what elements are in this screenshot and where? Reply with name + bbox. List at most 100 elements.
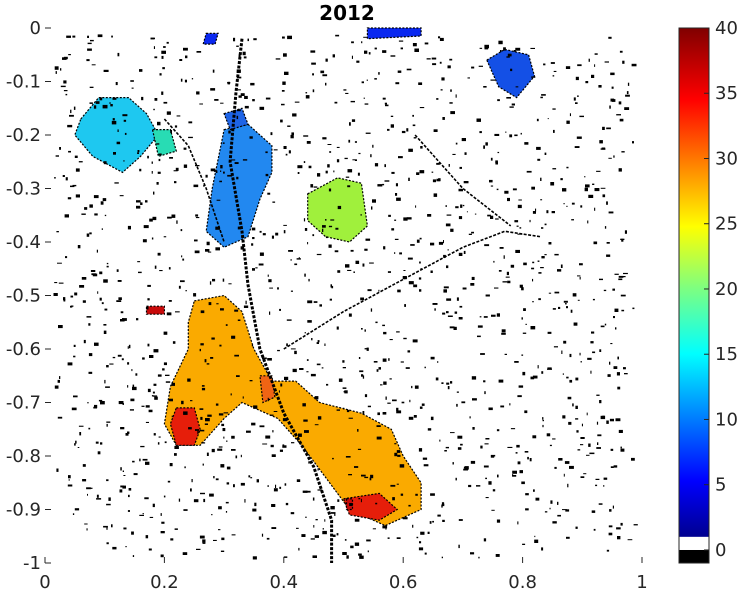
speckle — [503, 255, 505, 259]
speckle — [267, 485, 269, 487]
speckle — [222, 278, 225, 282]
speckle — [88, 427, 91, 430]
speckle — [552, 168, 557, 170]
speckle — [193, 499, 199, 503]
speckle — [130, 80, 134, 82]
speckle — [443, 286, 449, 289]
speckle — [344, 539, 347, 541]
speckle — [272, 430, 274, 433]
speckle — [79, 285, 85, 288]
speckle — [200, 343, 204, 346]
speckle — [540, 96, 543, 99]
speckle — [284, 376, 289, 381]
speckle — [68, 479, 70, 481]
speckle — [540, 199, 543, 201]
speckle — [579, 352, 581, 356]
speckle — [474, 213, 477, 215]
speckle — [490, 79, 496, 81]
speckle — [472, 427, 475, 430]
speckle — [360, 214, 362, 216]
speckle — [183, 509, 188, 511]
speckle — [415, 205, 417, 208]
speckle — [262, 233, 266, 236]
speckle — [454, 311, 458, 314]
speckle — [456, 403, 458, 407]
speckle — [65, 177, 68, 181]
speckle — [610, 98, 615, 102]
speckle — [459, 166, 462, 169]
speckle — [117, 129, 119, 132]
speckle — [70, 185, 75, 188]
speckle — [286, 343, 288, 347]
speckle — [269, 287, 273, 289]
speckle — [196, 51, 202, 53]
speckle — [207, 251, 212, 253]
speckle — [160, 513, 162, 516]
speckle — [385, 396, 387, 400]
speckle — [458, 216, 463, 220]
speckle — [181, 255, 183, 258]
speckle — [432, 520, 434, 523]
speckle — [458, 252, 463, 256]
speckle — [82, 464, 86, 467]
speckle — [265, 151, 268, 154]
speckle — [204, 359, 207, 363]
speckle — [337, 205, 342, 210]
speckle — [253, 38, 257, 41]
speckle — [314, 424, 319, 426]
speckle — [485, 497, 489, 499]
speckle — [154, 98, 158, 101]
speckle — [78, 425, 84, 427]
speckle — [607, 374, 611, 377]
speckle — [283, 230, 286, 234]
speckle — [566, 536, 570, 539]
speckle — [388, 214, 391, 217]
speckle — [144, 497, 149, 500]
speckle — [236, 176, 239, 180]
speckle — [308, 278, 310, 282]
speckle — [191, 78, 194, 80]
speckle — [194, 239, 198, 242]
speckle — [251, 422, 256, 426]
speckle — [442, 312, 446, 315]
speckle — [294, 101, 300, 103]
speckle — [234, 309, 239, 312]
speckle — [455, 206, 459, 209]
speckle — [271, 527, 277, 529]
speckle — [441, 504, 443, 508]
speckle — [200, 416, 203, 420]
speckle — [240, 482, 245, 486]
speckle — [281, 90, 285, 92]
speckle — [348, 313, 352, 317]
speckle — [86, 487, 91, 490]
speckle — [149, 355, 154, 358]
speckle — [282, 36, 285, 39]
speckle — [348, 139, 351, 143]
speckle — [507, 197, 510, 202]
speckle — [362, 411, 365, 415]
speckle — [87, 35, 89, 38]
speckle — [477, 335, 481, 338]
speckle — [88, 323, 91, 326]
speckle — [372, 199, 376, 203]
speckle — [361, 328, 363, 330]
speckle — [495, 554, 500, 557]
speckle — [557, 269, 562, 272]
speckle — [145, 200, 148, 203]
speckle — [571, 219, 574, 221]
speckle — [483, 465, 489, 468]
speckle — [450, 111, 455, 115]
speckle — [87, 493, 88, 496]
speckle — [131, 531, 134, 535]
speckle — [130, 398, 135, 402]
speckle — [120, 311, 124, 314]
speckle — [583, 473, 587, 475]
speckle — [106, 421, 111, 423]
speckle — [333, 170, 335, 173]
speckle — [158, 436, 161, 438]
speckle — [358, 498, 361, 500]
speckle — [347, 185, 351, 188]
speckle — [228, 283, 232, 285]
speckle — [201, 442, 206, 444]
speckle — [54, 282, 58, 284]
